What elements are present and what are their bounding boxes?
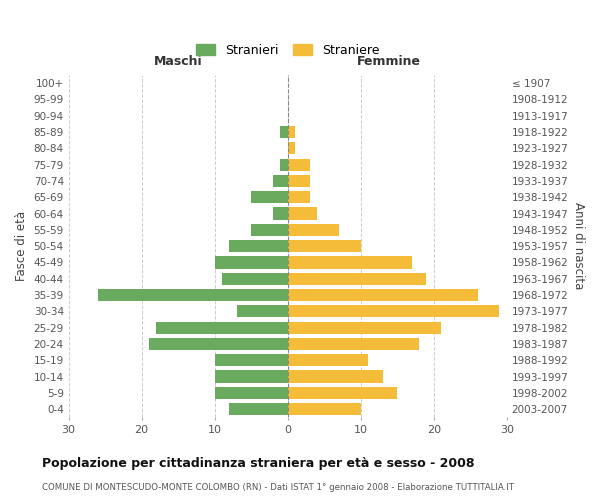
Bar — [273, 175, 287, 187]
Text: COMUNE DI MONTESCUDO-MONTE COLOMBO (RN) - Dati ISTAT 1° gennaio 2008 - Elaborazi: COMUNE DI MONTESCUDO-MONTE COLOMBO (RN) … — [42, 483, 514, 492]
Bar — [98, 289, 287, 301]
Bar — [287, 272, 427, 285]
Bar — [273, 208, 287, 220]
Bar — [287, 175, 310, 187]
Legend: Stranieri, Straniere: Stranieri, Straniere — [192, 40, 383, 60]
Bar — [280, 158, 287, 170]
Bar — [287, 208, 317, 220]
Bar — [229, 403, 287, 415]
Bar — [287, 240, 361, 252]
Bar — [287, 224, 339, 236]
Y-axis label: Fasce di età: Fasce di età — [15, 211, 28, 281]
Bar — [287, 256, 412, 268]
Bar — [287, 387, 397, 399]
Text: Popolazione per cittadinanza straniera per età e sesso - 2008: Popolazione per cittadinanza straniera p… — [42, 458, 475, 470]
Bar — [215, 354, 287, 366]
Bar — [287, 158, 310, 170]
Text: Femmine: Femmine — [356, 55, 421, 68]
Bar — [287, 306, 499, 318]
Bar — [287, 142, 295, 154]
Bar — [287, 403, 361, 415]
Bar — [287, 354, 368, 366]
Bar — [215, 256, 287, 268]
Bar — [287, 126, 295, 138]
Bar — [215, 370, 287, 382]
Y-axis label: Anni di nascita: Anni di nascita — [572, 202, 585, 290]
Bar — [215, 387, 287, 399]
Bar — [222, 272, 287, 285]
Bar — [251, 224, 287, 236]
Bar — [287, 370, 383, 382]
Text: Maschi: Maschi — [154, 55, 202, 68]
Bar — [229, 240, 287, 252]
Bar — [280, 126, 287, 138]
Bar — [156, 322, 287, 334]
Bar — [236, 306, 287, 318]
Bar — [287, 338, 419, 350]
Bar — [149, 338, 287, 350]
Bar — [287, 191, 310, 203]
Bar — [251, 191, 287, 203]
Bar — [287, 322, 441, 334]
Bar — [287, 289, 478, 301]
